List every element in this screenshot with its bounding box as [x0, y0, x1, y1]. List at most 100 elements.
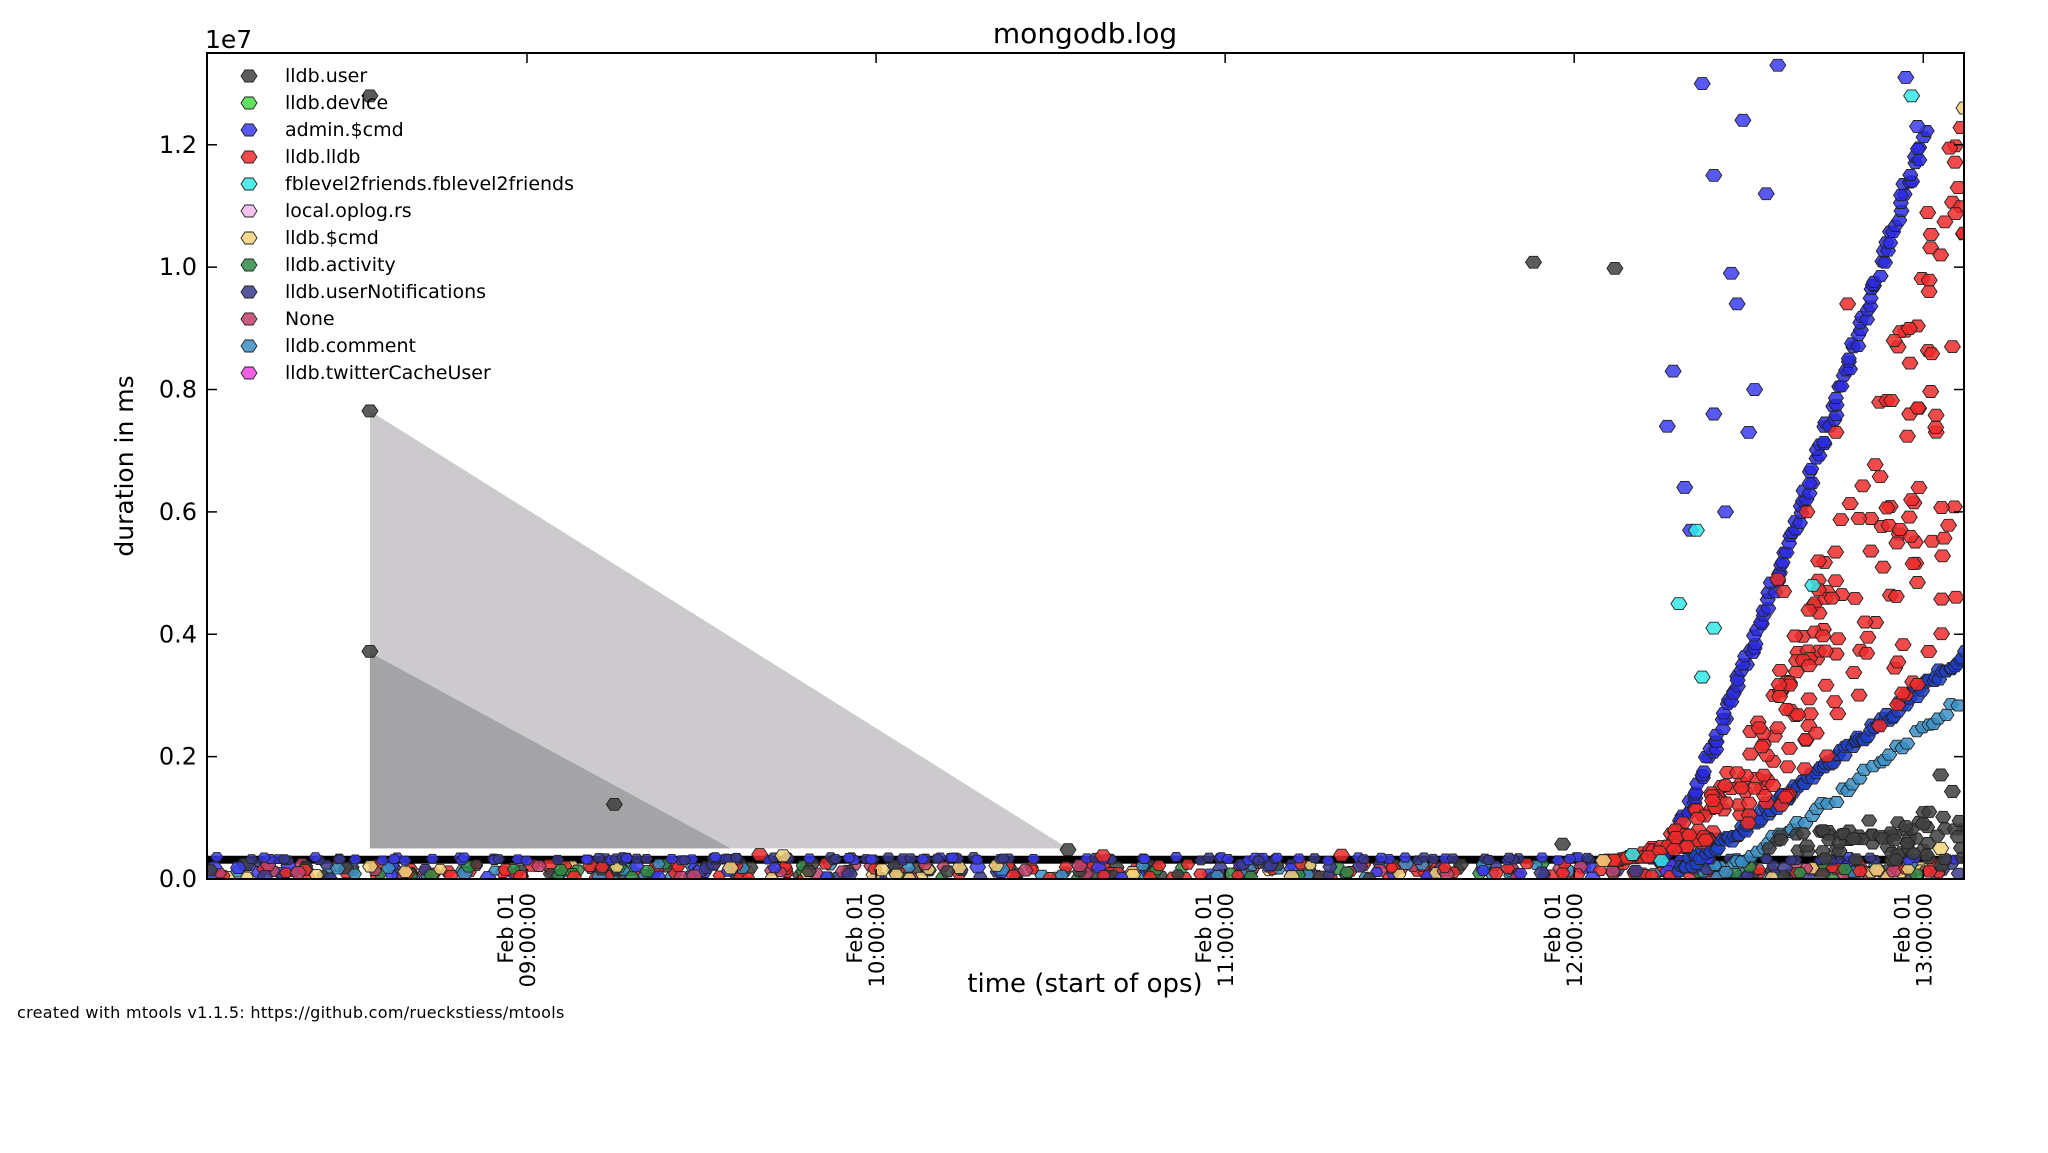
lldb-stream-point	[1816, 644, 1835, 658]
point-lldb-cmd	[1868, 863, 1886, 877]
point-lldb-cmd	[722, 861, 740, 875]
baseline-point	[553, 864, 569, 876]
band-point	[1398, 852, 1412, 863]
lldb-stream-point	[1920, 273, 1938, 287]
legend-marker	[240, 69, 258, 83]
legend-marker	[240, 177, 258, 191]
comment-stream-point	[1938, 708, 1955, 721]
lldb-stream-point	[1829, 632, 1847, 646]
admin-cmd-stream-point	[1803, 462, 1820, 475]
user-stream-point	[1847, 853, 1864, 866]
band-point	[210, 852, 224, 862]
lldb-stream-point	[1941, 141, 1959, 155]
user-stream-point	[1921, 805, 1938, 818]
band-point	[1270, 852, 1284, 863]
point-fblevel2friends-fblevel2friends	[1623, 848, 1641, 861]
lldb-stream-point	[1771, 663, 1789, 677]
point-admin-cmd	[1734, 113, 1752, 127]
baseline-point	[1180, 859, 1195, 870]
baseline-point	[1555, 867, 1571, 879]
baseline-point	[1533, 866, 1551, 879]
band-point	[1202, 852, 1216, 863]
baseline-point	[240, 871, 254, 879]
band-point	[1482, 855, 1496, 865]
lldb-stream-point	[1871, 470, 1889, 484]
lldb-stream-point	[1753, 740, 1771, 754]
band-point	[257, 852, 271, 863]
user-stream-point	[1936, 853, 1953, 866]
point-lldb-lldb	[1903, 493, 1921, 507]
band-point	[375, 855, 389, 866]
lldb-stream-point	[1827, 574, 1845, 588]
point-lldb-lldb	[1332, 848, 1351, 862]
lldb-stream-point	[1887, 590, 1905, 603]
point-lldb-lldb	[1827, 425, 1845, 439]
legend-label: local.oplog.rs	[285, 200, 412, 222]
band-point	[842, 853, 856, 863]
baseline-point	[764, 872, 779, 879]
lldb-stream-point	[1902, 529, 1920, 543]
lldb-stream-point	[1888, 536, 1906, 550]
band-point	[916, 854, 930, 865]
point-lldb-lldb	[1769, 572, 1787, 586]
lldb-stream-point	[1841, 497, 1859, 510]
lldb-stream-point	[1900, 510, 1918, 524]
band-point	[348, 854, 362, 865]
admin-cmd-stream-point	[1876, 256, 1894, 269]
lldb-stream-point	[1800, 692, 1818, 706]
user-stream-point	[1772, 833, 1789, 846]
chart-title: mongodb.log	[993, 17, 1177, 50]
band-point	[333, 854, 347, 865]
point-lldb-user	[1932, 768, 1950, 782]
lldb-stream-point	[1904, 557, 1922, 571]
admin-cmd-stream-point	[1791, 516, 1809, 529]
baseline-point	[1017, 864, 1034, 877]
point-admin-cmd	[1897, 71, 1915, 84]
lldb-stream-point	[1866, 458, 1884, 472]
baseline-point	[289, 865, 307, 879]
lldb-stream-point	[1639, 850, 1657, 864]
band-point	[580, 854, 594, 865]
lldb-stream-point	[1829, 707, 1847, 721]
user-stream-point	[1935, 810, 1952, 823]
x-tick-date: Feb 01	[1192, 893, 1216, 964]
baseline-point	[530, 860, 547, 872]
lldb-stream-point	[1688, 811, 1706, 825]
legend-label: fblevel2friends.fblevel2friends	[285, 173, 574, 195]
baseline-point	[673, 871, 690, 879]
baseline-point	[1210, 870, 1225, 879]
band-point	[904, 853, 918, 864]
baseline-point	[1584, 871, 1601, 879]
lldb-stream-point	[1952, 121, 1964, 134]
baseline-point	[1042, 872, 1057, 879]
legend-item: lldb.comment	[240, 335, 416, 357]
lldb-stream-point	[1874, 560, 1892, 574]
lldb-stream-point	[1779, 760, 1797, 774]
band-point	[1563, 853, 1577, 864]
band-point	[1374, 852, 1388, 863]
lldb-stream-point	[1900, 322, 1918, 335]
legend-item: lldb.lldb	[240, 146, 360, 168]
user-stream-point	[1905, 847, 1922, 860]
point-lldb-user	[1798, 839, 1816, 853]
point-admin-cmd	[1728, 297, 1746, 311]
band-point	[1169, 852, 1183, 862]
lldb-stream-point	[1923, 347, 1941, 361]
point-fblevel2friends-fblevel2friends	[1670, 597, 1688, 611]
point-admin-cmd	[1705, 168, 1723, 182]
baseline-point	[1852, 865, 1868, 878]
legend-item: lldb.twitterCacheUser	[240, 362, 491, 384]
admin-cmd-stream-point	[1827, 391, 1844, 405]
baseline-point	[1096, 870, 1112, 879]
x-tick-date: Feb 01	[1541, 893, 1565, 964]
point-fblevel2friends-fblevel2friends	[1804, 578, 1822, 592]
baseline-point	[1142, 871, 1157, 879]
baseline-point	[1519, 858, 1535, 870]
point-admin-cmd	[1676, 481, 1694, 494]
legend-label: lldb.twitterCacheUser	[285, 362, 491, 384]
admin-cmd-stream-point	[1909, 142, 1926, 156]
band-point	[1502, 852, 1516, 863]
legend-label: lldb.$cmd	[285, 227, 379, 249]
